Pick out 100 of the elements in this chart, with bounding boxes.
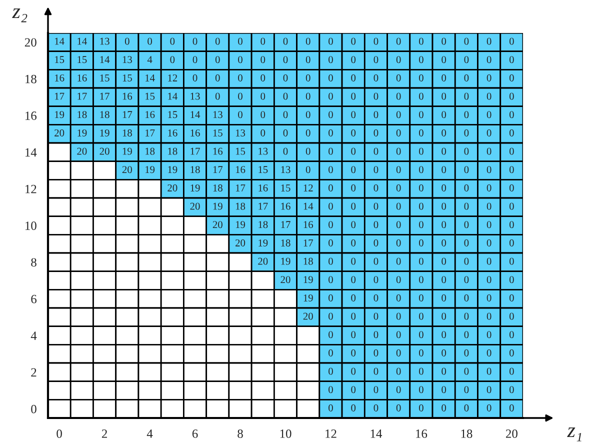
x-tick-label: 10 (280, 429, 292, 438)
data-label: 0 (509, 239, 514, 246)
data-label: 19 (281, 258, 290, 265)
data-label: 20 (100, 148, 110, 155)
data-label: 0 (419, 184, 424, 192)
data-label: 13 (100, 38, 110, 45)
data-label: 0 (396, 92, 401, 100)
data-label: 20 (77, 148, 87, 155)
data-label: 0 (351, 312, 356, 320)
y-tick-label: 16 (25, 112, 37, 120)
data-label: 0 (419, 312, 424, 320)
data-label: 0 (464, 386, 469, 394)
data-label: 0 (374, 38, 378, 45)
data-label: 0 (374, 239, 378, 246)
y-tick-label: 14 (25, 148, 37, 157)
data-label: 0 (396, 129, 401, 136)
data-label: 0 (486, 166, 492, 174)
data-label: 14 (304, 202, 314, 210)
data-label: 0 (442, 404, 446, 412)
data-label: 0 (509, 38, 514, 45)
data-label: 0 (374, 148, 378, 155)
data-label: 15 (100, 74, 110, 82)
data-label: 14 (145, 74, 155, 82)
data-label: 0 (374, 276, 378, 284)
data-label: 0 (215, 92, 220, 100)
data-label: 0 (509, 92, 514, 100)
data-label: 0 (260, 56, 266, 64)
data-label: 0 (509, 258, 514, 265)
data-label: 13 (213, 111, 222, 118)
x-tick-label: 14 (370, 430, 382, 438)
data-label: 0 (464, 368, 469, 375)
data-label: 0 (442, 386, 446, 394)
data-label: 0 (328, 129, 333, 136)
data-label: 0 (283, 129, 288, 136)
data-label: 0 (419, 239, 424, 246)
data-label: 0 (192, 56, 198, 64)
data-label: 0 (396, 74, 401, 82)
data-label: 0 (374, 221, 378, 228)
data-label: 0 (419, 56, 424, 64)
data-label: 0 (464, 129, 469, 136)
y-tick-label: 20 (24, 38, 36, 47)
data-label: 17 (78, 92, 87, 100)
data-label: 0 (374, 312, 378, 320)
data-label: 0 (419, 74, 424, 82)
x-tick-label: 12 (326, 430, 336, 438)
data-label: 0 (442, 258, 446, 265)
data-label: 19 (122, 148, 132, 155)
data-label: 0 (509, 129, 514, 136)
data-label: 0 (396, 312, 401, 320)
data-label: 0 (124, 38, 130, 45)
data-label: 0 (396, 368, 401, 375)
data-label: 0 (374, 404, 378, 412)
data-label: 16 (145, 111, 155, 118)
data-label: 0 (374, 92, 378, 100)
data-label: 0 (351, 349, 356, 356)
data-label: 0 (351, 221, 356, 228)
data-label: 16 (258, 184, 268, 192)
data-label: 0 (351, 148, 356, 155)
data-label: 0 (351, 166, 356, 174)
data-label: 0 (442, 294, 446, 302)
data-label: 0 (509, 111, 514, 118)
data-label: 0 (328, 202, 333, 210)
data-label: 0 (419, 258, 424, 265)
data-label: 0 (442, 184, 446, 192)
data-label: 0 (509, 294, 514, 302)
data-label: 0 (351, 184, 356, 192)
data-label: 0 (464, 38, 469, 45)
data-label: 0 (419, 202, 424, 210)
data-label: 0 (486, 368, 492, 375)
data-label: 19 (304, 294, 313, 302)
data-label: 19 (168, 166, 178, 174)
data-label: 0 (464, 166, 469, 174)
y-tick-label: 8 (31, 258, 36, 267)
data-label: 0 (419, 221, 424, 228)
data-label: 0 (396, 258, 401, 265)
data-label: 0 (351, 294, 356, 302)
data-label: 12 (168, 74, 178, 82)
data-label: 0 (396, 148, 401, 155)
data-label: 16 (304, 221, 314, 228)
data-label: 0 (419, 404, 424, 412)
data-label: 0 (238, 92, 242, 100)
data-label: 19 (213, 202, 222, 210)
data-label: 0 (442, 148, 446, 155)
x-axis-title: z₁ (567, 427, 582, 442)
data-label: 0 (374, 349, 378, 356)
data-label: 0 (464, 221, 469, 228)
data-label: 0 (374, 129, 378, 136)
data-label: 4 (147, 56, 152, 64)
data-label: 20 (168, 184, 178, 192)
data-label: 13 (281, 166, 290, 174)
data-label: 16 (236, 166, 246, 174)
data-label: 0 (283, 148, 288, 155)
data-label: 0 (442, 92, 446, 100)
data-label: 0 (396, 386, 401, 394)
data-label: 0 (509, 56, 514, 64)
data-label: 0 (351, 239, 356, 246)
data-label: 19 (145, 166, 155, 174)
data-label: 19 (304, 276, 313, 284)
data-label: 0 (486, 349, 492, 356)
data-label: 0 (442, 331, 446, 338)
